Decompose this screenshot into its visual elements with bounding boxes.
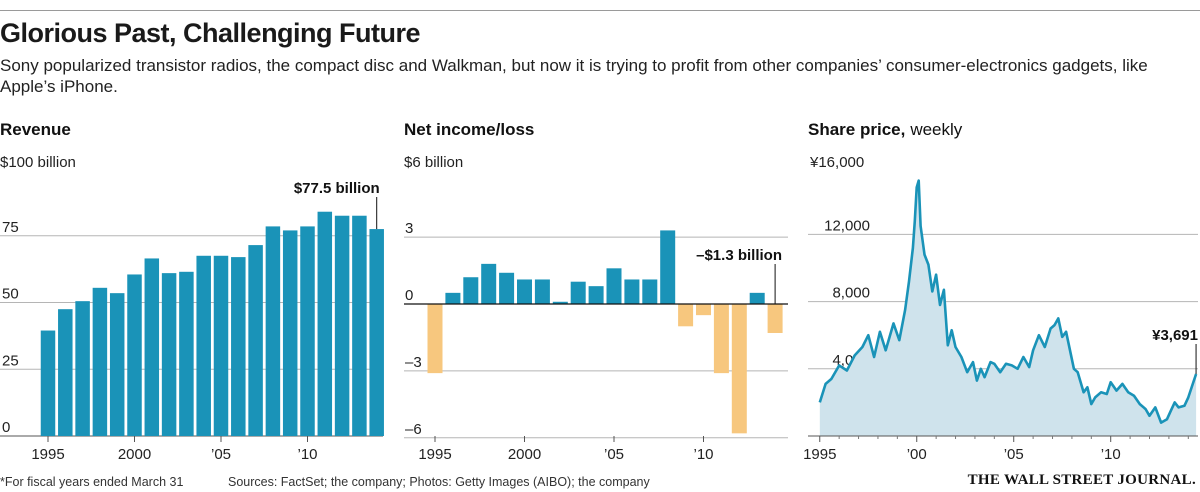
net-income-bar-2013 bbox=[749, 292, 765, 304]
net-income-bar-2009 bbox=[678, 304, 694, 327]
net-income-y-tick: –6 bbox=[405, 421, 422, 438]
net-income-y-tick: 0 bbox=[405, 287, 413, 304]
revenue-bar-2006 bbox=[231, 257, 246, 436]
net-income-bar-2003 bbox=[570, 281, 586, 304]
revenue-title: Revenue bbox=[0, 120, 71, 139]
net-income-y-tick: –3 bbox=[405, 354, 422, 371]
net-income-bar-2001 bbox=[534, 279, 550, 304]
revenue-x-tick: 1995 bbox=[31, 446, 64, 463]
revenue-y-tick: 50 bbox=[2, 286, 19, 303]
revenue-bar-2005 bbox=[213, 255, 229, 436]
net-income-callout: –$1.3 billion bbox=[696, 247, 782, 264]
revenue-bar-2001 bbox=[144, 258, 160, 436]
revenue-x-tick: 2000 bbox=[118, 446, 151, 463]
revenue-callout: $77.5 billion bbox=[294, 180, 380, 197]
net-income-bar-2005 bbox=[606, 268, 622, 304]
share-price-x-tick: ’00 bbox=[907, 446, 927, 463]
wsj-logo: THE WALL STREET JOURNAL. bbox=[967, 472, 1196, 488]
charts-canvas: Revenue $100 billion 75 50 25 0 1995 2000 ’05 ’… bbox=[0, 120, 1198, 463]
net-income-bar-2012 bbox=[731, 304, 747, 434]
revenue-bar-2000 bbox=[127, 274, 142, 436]
share-price-x-tick: 1995 bbox=[803, 446, 836, 463]
net-income-bar-2004 bbox=[588, 286, 604, 304]
net-income-bar-1995 bbox=[427, 304, 443, 374]
revenue-y-tick: 75 bbox=[2, 219, 19, 236]
share-price-unit-label: ¥16,000 bbox=[809, 154, 864, 171]
share-price-callout: ¥3,691 bbox=[1152, 327, 1198, 344]
net-income-x-tick: ’05 bbox=[604, 446, 624, 463]
net-income-y-tick: 3 bbox=[405, 220, 413, 237]
revenue-bar-2012 bbox=[334, 215, 350, 436]
revenue-bar-2011 bbox=[317, 211, 333, 436]
share-price-line bbox=[818, 179, 1198, 424]
revenue-y-tick: 0 bbox=[2, 419, 10, 436]
net-income-x-tick: 1995 bbox=[418, 446, 451, 463]
net-income-bar-2002 bbox=[552, 301, 568, 304]
top-rule bbox=[0, 10, 1200, 11]
revenue-bar-2002 bbox=[161, 273, 177, 436]
net-income-bar-2008 bbox=[660, 230, 676, 304]
net-income-bar-2006 bbox=[624, 279, 640, 304]
net-income-bar-2010 bbox=[696, 304, 711, 316]
net-income-bar-1997 bbox=[463, 277, 479, 304]
share-price-panel: Share price, weekly ¥16,000 12,0008,0004,… bbox=[803, 120, 1198, 463]
revenue-unit-label: $100 billion bbox=[0, 154, 76, 171]
net-income-bar-1996 bbox=[445, 292, 461, 304]
net-income-x-tick: ’10 bbox=[693, 446, 713, 463]
revenue-bar-1997 bbox=[75, 301, 90, 436]
revenue-y-tick: 25 bbox=[2, 352, 19, 369]
revenue-bar-2003 bbox=[179, 271, 194, 436]
page-subtitle: Sony popularized transistor radios, the … bbox=[0, 56, 1148, 96]
page-title: Glorious Past, Challenging Future bbox=[0, 18, 421, 48]
net-income-panel: Net income/loss $6 billion 3 0 –3 –6 1995 200… bbox=[404, 120, 788, 463]
revenue-bar-2007 bbox=[248, 245, 263, 436]
revenue-bar-2010 bbox=[300, 226, 315, 436]
net-income-bar-1998 bbox=[481, 263, 497, 304]
share-price-title: Share price, weekly bbox=[808, 120, 963, 139]
revenue-bar-1996 bbox=[58, 309, 73, 436]
revenue-bar-2009 bbox=[282, 230, 298, 436]
net-income-x-tick: 2000 bbox=[508, 446, 541, 463]
revenue-bar-2004 bbox=[196, 255, 211, 436]
share-price-title-bold: Share price, bbox=[808, 120, 905, 139]
net-income-unit-label: $6 billion bbox=[404, 154, 463, 171]
sources-note: Sources: FactSet; the company; Photos: G… bbox=[228, 475, 650, 489]
net-income-bar-1999 bbox=[499, 272, 515, 304]
net-income-bar-2000 bbox=[517, 279, 532, 304]
net-income-title: Net income/loss bbox=[404, 120, 534, 139]
revenue-panel: Revenue $100 billion 75 50 25 0 1995 2000 ’05 ’… bbox=[0, 120, 384, 463]
revenue-x-tick: ’10 bbox=[297, 446, 317, 463]
share-price-area bbox=[819, 180, 1197, 436]
footnote: *For fiscal years ended March 31 bbox=[0, 475, 184, 489]
revenue-x-tick: ’05 bbox=[211, 446, 231, 463]
net-income-bar-2014 bbox=[767, 304, 783, 333]
net-income-bar-2011 bbox=[713, 304, 729, 374]
revenue-bar-2014 bbox=[369, 229, 384, 436]
share-price-y-tick: 12,000 bbox=[824, 217, 870, 234]
revenue-bar-1999 bbox=[109, 293, 125, 436]
share-price-x-tick: ’10 bbox=[1101, 446, 1121, 463]
revenue-bar-2008 bbox=[265, 226, 281, 436]
net-income-bar-2007 bbox=[642, 279, 658, 304]
revenue-bar-1995 bbox=[40, 330, 56, 436]
share-price-x-tick: ’05 bbox=[1004, 446, 1024, 463]
revenue-bar-2013 bbox=[352, 215, 367, 436]
share-price-y-tick: 8,000 bbox=[832, 285, 870, 302]
revenue-bar-1998 bbox=[92, 287, 108, 436]
share-price-title-sub: weekly bbox=[909, 120, 962, 139]
